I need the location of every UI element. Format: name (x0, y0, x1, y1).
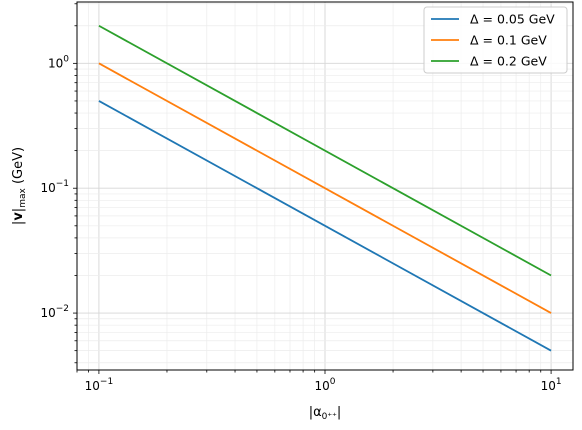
series-line-0 (98, 100, 552, 352)
x-axis-label: |α0⁺⁺| (309, 405, 342, 422)
y-axis-label: |v|max (GeV) (11, 147, 28, 225)
x-tick-label: 100 (314, 377, 335, 393)
legend: Δ = 0.05 GeV Δ = 0.1 GeV Δ = 0.2 GeV (423, 6, 568, 74)
series-line-2 (98, 24, 552, 277)
series-line-1 (98, 62, 552, 314)
y-tick-label: 10−2 (40, 304, 69, 320)
x-tick-label: 101 (541, 377, 562, 393)
series-lines (98, 24, 552, 352)
legend-label-1: Δ = 0.1 GeV (470, 33, 547, 48)
legend-box (423, 6, 568, 74)
legend-label-0: Δ = 0.05 GeV (470, 12, 555, 27)
tick-marks (73, 3, 552, 374)
x-tick-label: 10−1 (85, 377, 114, 393)
y-tick-label: 10−1 (40, 179, 69, 195)
y-tick-label: 100 (48, 54, 69, 70)
legend-label-2: Δ = 0.2 GeV (470, 54, 547, 69)
tick-labels: 10−1 100 101 10−2 10−1 100 (40, 54, 561, 393)
